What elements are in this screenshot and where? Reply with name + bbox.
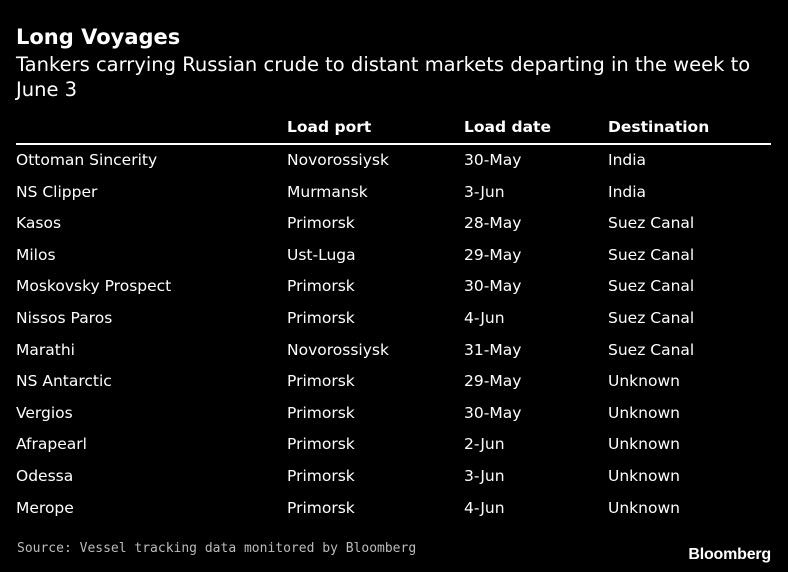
vessel-cell: Kasos — [16, 214, 62, 233]
table-row: Odessa Primorsk 3-Jun Unknown — [16, 461, 771, 493]
destination-cell: Suez Canal — [608, 277, 695, 296]
load-date-cell: 3-Jun — [464, 182, 505, 201]
destination-cell: Suez Canal — [608, 308, 695, 327]
load-port-cell: Primorsk — [287, 372, 355, 391]
load-port-cell: Primorsk — [287, 403, 355, 422]
destination-cell: Unknown — [608, 372, 680, 391]
voyages-table: Load port Load date Destination Ottoman … — [16, 112, 771, 524]
table-header: Load port Load date Destination — [16, 112, 771, 145]
vessel-cell: Afrapearl — [16, 435, 87, 454]
vessel-cell: NS Clipper — [16, 182, 98, 201]
destination-cell: Unknown — [608, 498, 680, 517]
vessel-cell: Milos — [16, 245, 56, 264]
load-port-cell: Novorossiysk — [287, 340, 389, 359]
load-date-cell: 30-May — [464, 277, 522, 296]
vessel-cell: NS Antarctic — [16, 372, 112, 391]
load-port-cell: Primorsk — [287, 466, 355, 485]
load-date-cell: 3-Jun — [464, 466, 505, 485]
chart-title: Long Voyages — [16, 25, 181, 49]
load-date-cell: 29-May — [464, 372, 522, 391]
load-port-cell: Novorossiysk — [287, 151, 389, 169]
load-port-cell: Ust-Luga — [287, 245, 356, 264]
table-row: Milos Ust-Luga 29-May Suez Canal — [16, 240, 771, 272]
load-date-cell: 4-Jun — [464, 498, 505, 517]
header-load-port: Load port — [287, 118, 372, 136]
table-row: Kasos Primorsk 28-May Suez Canal — [16, 208, 771, 240]
table-row: Merope Primorsk 4-Jun Unknown — [16, 493, 771, 525]
table-row: Vergios Primorsk 30-May Unknown — [16, 398, 771, 430]
load-date-cell: 28-May — [464, 214, 522, 233]
load-port-cell: Primorsk — [287, 435, 355, 454]
load-date-cell: 30-May — [464, 151, 522, 169]
load-date-cell: 31-May — [464, 340, 522, 359]
header-load-date: Load date — [464, 118, 551, 136]
table-row: Nissos Paros Primorsk 4-Jun Suez Canal — [16, 303, 771, 335]
load-date-cell: 2-Jun — [464, 435, 505, 454]
load-date-cell: 30-May — [464, 403, 522, 422]
table-row: NS Clipper Murmansk 3-Jun India — [16, 177, 771, 209]
destination-cell: Suez Canal — [608, 340, 695, 359]
vessel-cell: Marathi — [16, 340, 75, 359]
table-row: Marathi Novorossiysk 31-May Suez Canal — [16, 335, 771, 367]
destination-cell: Unknown — [608, 466, 680, 485]
destination-cell: India — [608, 151, 647, 169]
vessel-cell: Nissos Paros — [16, 308, 113, 327]
source-note: Source: Vessel tracking data monitored b… — [17, 541, 417, 556]
vessel-cell: Ottoman Sincerity — [16, 151, 158, 169]
header-destination: Destination — [608, 118, 710, 136]
load-port-cell: Primorsk — [287, 498, 355, 517]
chart-subtitle: Tankers carrying Russian crude to distan… — [16, 53, 751, 101]
load-date-cell: 4-Jun — [464, 308, 505, 327]
load-port-cell: Primorsk — [287, 214, 355, 233]
table-row: NS Antarctic Primorsk 29-May Unknown — [16, 366, 771, 398]
destination-cell: Unknown — [608, 403, 680, 422]
table-row: Afrapearl Primorsk 2-Jun Unknown — [16, 429, 771, 461]
load-port-cell: Murmansk — [287, 182, 368, 201]
load-date-cell: 29-May — [464, 245, 522, 264]
table-body: Ottoman Sincerity Novorossiysk 30-May India… — [16, 145, 771, 524]
table-row: Ottoman Sincerity Novorossiysk 30-May India — [16, 145, 771, 177]
destination-cell: Suez Canal — [608, 214, 695, 233]
vessel-cell: Vergios — [16, 403, 73, 422]
table-row: Moskovsky Prospect Primorsk 30-May Suez Can… — [16, 271, 771, 303]
destination-cell: India — [608, 182, 647, 201]
vessel-cell: Odessa — [16, 466, 74, 485]
bloomberg-logo: Bloomberg — [688, 546, 771, 563]
load-port-cell: Primorsk — [287, 277, 355, 296]
vessel-cell: Moskovsky Prospect — [16, 277, 172, 296]
vessel-cell: Merope — [16, 498, 74, 517]
destination-cell: Suez Canal — [608, 245, 695, 264]
load-port-cell: Primorsk — [287, 308, 355, 327]
destination-cell: Unknown — [608, 435, 680, 454]
